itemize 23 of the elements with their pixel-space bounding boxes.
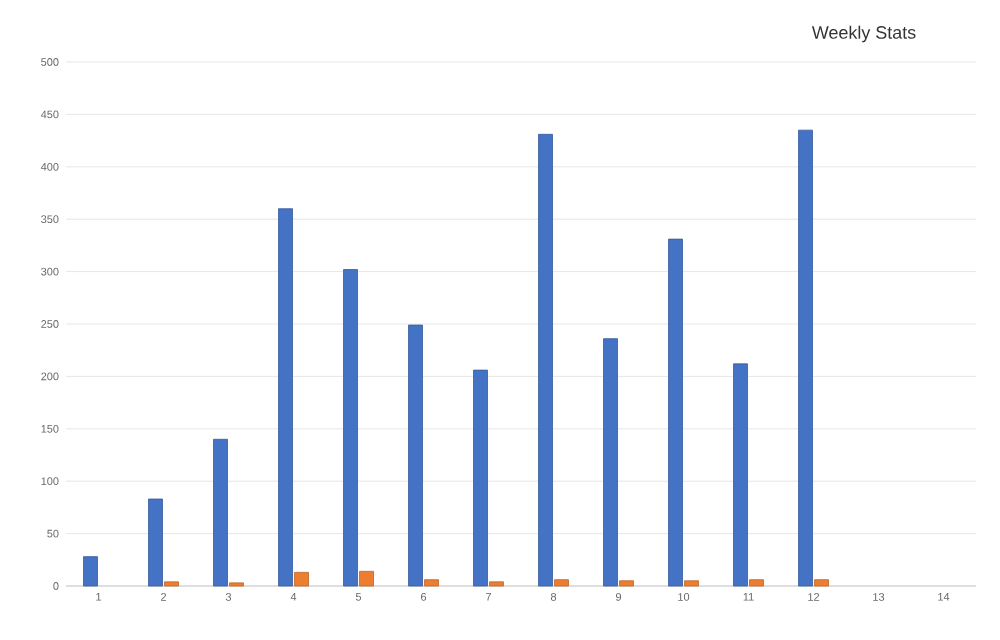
- bar: [408, 324, 423, 587]
- bar: [343, 269, 358, 587]
- bar: [603, 338, 618, 587]
- bar: [733, 363, 748, 587]
- chart-title: Weekly Stats: [811, 25, 916, 43]
- bar: [424, 579, 439, 587]
- bar: [554, 579, 569, 587]
- bar: [164, 581, 179, 587]
- bar: [278, 208, 293, 587]
- bar: [798, 129, 813, 587]
- bar: [749, 579, 764, 587]
- bar: [489, 581, 504, 587]
- bar: [814, 579, 829, 587]
- bar: [538, 133, 553, 587]
- bar: [213, 438, 228, 587]
- bar: [668, 238, 683, 587]
- bar: [148, 498, 163, 587]
- bar: [359, 570, 374, 587]
- bar: [473, 369, 488, 587]
- bar: [619, 580, 634, 587]
- bar: [684, 580, 699, 587]
- bar: [294, 571, 309, 587]
- bar: [83, 556, 98, 587]
